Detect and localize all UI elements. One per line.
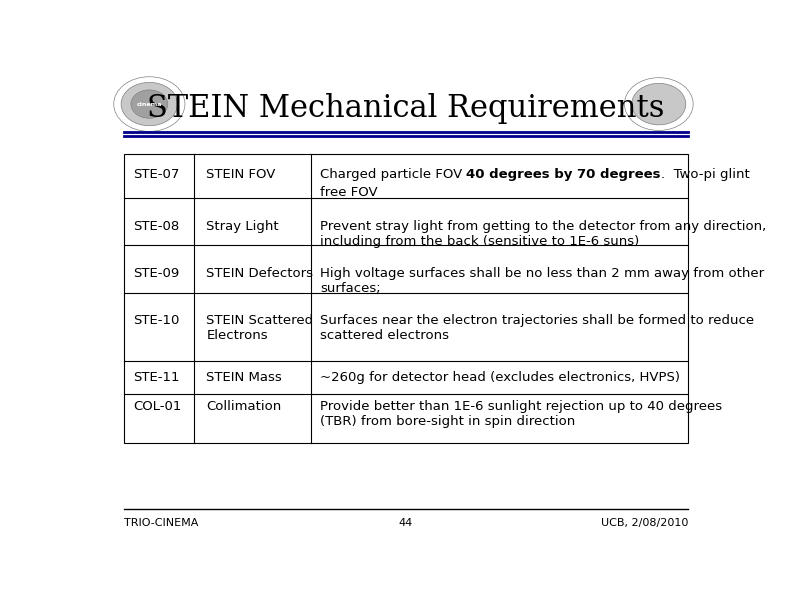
Text: STE-10: STE-10 (133, 314, 179, 327)
Text: COL-01: COL-01 (133, 400, 181, 412)
Text: cinema: cinema (137, 102, 162, 106)
Text: STEIN FOV: STEIN FOV (207, 168, 276, 181)
Text: ~260g for detector head (excludes electronics, HVPS): ~260g for detector head (excludes electr… (320, 371, 680, 384)
Text: STEIN Defectors: STEIN Defectors (207, 267, 314, 280)
Text: Surfaces near the electron trajectories shall be formed to reduce
scattered elec: Surfaces near the electron trajectories … (320, 314, 754, 341)
Text: STEIN Mechanical Requirements: STEIN Mechanical Requirements (147, 93, 664, 124)
Text: Charged particle FOV: Charged particle FOV (320, 168, 466, 181)
Circle shape (114, 76, 185, 132)
Text: STE-08: STE-08 (133, 220, 179, 233)
Text: STE-07: STE-07 (133, 168, 179, 181)
Circle shape (632, 83, 686, 125)
Text: STE-09: STE-09 (133, 267, 179, 280)
Text: STEIN Scattered
Electrons: STEIN Scattered Electrons (207, 314, 314, 341)
Text: Prevent stray light from getting to the detector from any direction,
including f: Prevent stray light from getting to the … (320, 220, 766, 247)
Text: .  Two-pi glint: . Two-pi glint (661, 168, 750, 181)
Text: High voltage surfaces shall be no less than 2 mm away from other
surfaces;: High voltage surfaces shall be no less t… (320, 267, 764, 294)
Text: free FOV: free FOV (320, 185, 378, 199)
Text: Collimation: Collimation (207, 400, 282, 412)
Circle shape (121, 83, 177, 125)
Circle shape (131, 90, 168, 118)
Text: 44: 44 (399, 518, 413, 529)
Text: STEIN Mass: STEIN Mass (207, 371, 282, 384)
Text: UCB, 2/08/2010: UCB, 2/08/2010 (601, 518, 688, 529)
Text: STE-11: STE-11 (133, 371, 179, 384)
Circle shape (624, 78, 693, 130)
Text: 40 degrees by 70 degrees: 40 degrees by 70 degrees (466, 168, 661, 181)
Text: TRIO-CINEMA: TRIO-CINEMA (124, 518, 198, 529)
Text: Stray Light: Stray Light (207, 220, 279, 233)
Text: Provide better than 1E-6 sunlight rejection up to 40 degrees
(TBR) from bore-sig: Provide better than 1E-6 sunlight reject… (320, 400, 722, 428)
